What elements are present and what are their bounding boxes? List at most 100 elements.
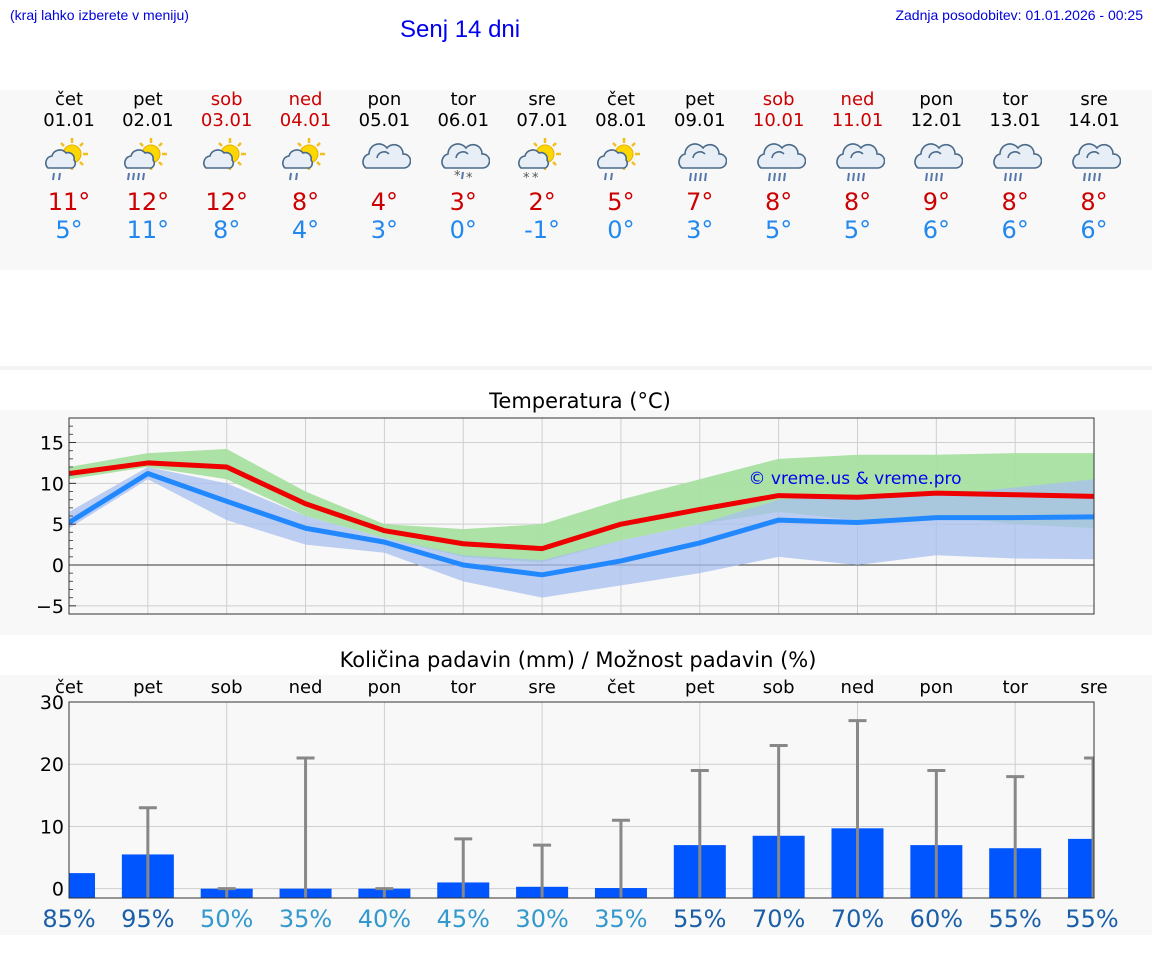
- cloud-rain-icon: [673, 136, 728, 186]
- day-date: 10.01: [752, 110, 805, 131]
- precip-chance-label: 85%: [42, 905, 95, 933]
- last-updated: Zadnja posodobitev: 01.01.2026 - 00:25: [895, 7, 1143, 23]
- day-date: 02.01: [122, 110, 174, 131]
- max-temp-range-band: [69, 449, 1094, 563]
- cloud-sleet-icon: * *: [436, 136, 491, 186]
- day-high-temp: 2°: [528, 188, 556, 216]
- day-low-temp: 3°: [686, 216, 714, 244]
- precip-chance-label: 55%: [673, 905, 726, 933]
- day-column: pet 02.01 12° 11°: [108, 89, 188, 245]
- watermark: © vreme.us & vreme.pro: [748, 469, 961, 489]
- day-low-temp: 11°: [126, 216, 170, 244]
- day-date: 13.01: [989, 110, 1041, 131]
- day-column: sob 10.01 8° 5°: [739, 90, 819, 244]
- day-weekday: tor: [1002, 89, 1028, 110]
- temp-tick-label: 5: [52, 514, 64, 536]
- precip-tick-label: 0: [52, 879, 64, 901]
- day-column: pet 09.01 7° 3°: [660, 90, 740, 244]
- day-low-temp: 8°: [213, 216, 241, 244]
- cloud-rain-icon: [752, 136, 806, 186]
- precip-chart-title: Količina padavin (mm) / Možnost padavin …: [340, 648, 817, 672]
- cloud-rain-icon: [1067, 136, 1122, 186]
- day-column: sre 14.01 8° 6°: [1054, 90, 1134, 244]
- temp-tick-label: 0: [52, 555, 64, 577]
- precip-chance-label: 30%: [515, 905, 568, 933]
- day-high-temp: 12°: [205, 188, 248, 216]
- day-weekday: pet: [685, 89, 715, 110]
- day-high-temp: 8°: [1080, 188, 1108, 216]
- precip-day-label: pet: [685, 677, 715, 698]
- day-column: čet 08.01 5° 0°: [581, 90, 661, 245]
- day-date: 12.01: [910, 110, 963, 131]
- precip-day-label: pon: [367, 677, 401, 698]
- cloud-rain-icon: [988, 136, 1043, 186]
- svg-text:*: *: [523, 171, 530, 186]
- svg-text:*: *: [532, 171, 539, 186]
- min-temp-line: [69, 471, 1094, 578]
- precip-bar: [69, 873, 95, 898]
- divider: [0, 366, 1152, 370]
- day-date: 14.01: [1068, 110, 1120, 131]
- day-high-temp: 11°: [47, 188, 91, 216]
- precip-day-label: sre: [1080, 677, 1107, 698]
- precip-day-label: čet: [607, 677, 635, 698]
- day-date: 08.01: [595, 110, 647, 131]
- day-column: sre 07.01 * * 2° -1°: [502, 89, 582, 245]
- temp-tick-label: 15: [40, 433, 64, 455]
- cloud-rain-icon: [909, 136, 964, 186]
- day-low-temp: 0°: [607, 216, 635, 244]
- precip-chance-label: 45%: [437, 905, 490, 933]
- precip-chance-label: 40%: [358, 905, 411, 933]
- day-date: 03.01: [200, 110, 253, 131]
- day-weekday: pet: [133, 89, 163, 110]
- day-column: ned 04.01 8° 4°: [266, 90, 346, 245]
- day-low-temp: 3°: [370, 216, 399, 244]
- sun-cloud-rain-icon: [594, 136, 648, 186]
- precip-day-label: sob: [211, 677, 243, 698]
- precip-day-label: tor: [451, 677, 477, 698]
- day-low-temp: 4°: [291, 216, 320, 244]
- day-high-temp: 8°: [291, 188, 320, 216]
- day-high-temp: 8°: [765, 188, 793, 216]
- sun-cloud-rain-icon: [121, 136, 175, 186]
- day-weekday: sre: [528, 89, 556, 110]
- precip-tick-label: 10: [40, 816, 64, 838]
- sun-cloud-snow-icon: * *: [515, 136, 569, 186]
- temp-y-axis: −5 0 5 10 15: [36, 425, 76, 618]
- svg-text:*: *: [466, 171, 473, 186]
- day-date: 06.01: [437, 110, 490, 131]
- precip-day-label: tor: [1002, 677, 1028, 698]
- precip-day-label: pet: [133, 677, 163, 698]
- day-column: ned 11.01 8° 5°: [818, 90, 898, 244]
- day-date: 01.01: [43, 110, 95, 131]
- precip-chance-label: 70%: [752, 905, 805, 933]
- temp-plot: [69, 449, 1094, 598]
- day-high-temp: 8°: [843, 188, 872, 216]
- day-high-temp: 9°: [922, 188, 950, 216]
- temp-chart-title: Temperatura (°C): [488, 389, 671, 413]
- precip-y-axis: 0 10 20 30: [40, 692, 64, 901]
- day-column: pon 05.01 4° 3°: [344, 90, 424, 244]
- precip-day-label: sre: [528, 677, 555, 698]
- day-column: sob 03.01 12° 8°: [187, 90, 267, 245]
- day-high-temp: 7°: [686, 188, 714, 216]
- day-low-temp: 5°: [843, 216, 872, 244]
- precip-bar: [1068, 838, 1094, 898]
- precip-day-label: čet: [55, 677, 83, 698]
- day-high-temp: 4°: [370, 188, 399, 216]
- precip-day-label: ned: [841, 677, 875, 698]
- day-low-temp: 6°: [1001, 216, 1029, 244]
- precip-tick-label: 20: [40, 754, 64, 776]
- day-weekday: tor: [450, 89, 476, 110]
- precip-chance-label: 95%: [121, 905, 174, 933]
- day-date: 09.01: [674, 110, 726, 131]
- cloud-rain-icon: [831, 136, 885, 186]
- precip-chance-label: 60%: [910, 905, 963, 933]
- day-weekday: sob: [762, 89, 795, 110]
- day-date: 05.01: [358, 110, 411, 131]
- day-column: tor 06.01 * * 3° 0°: [423, 90, 503, 244]
- day-low-temp: 5°: [765, 216, 793, 244]
- precip-chance-label: 70%: [831, 905, 884, 933]
- day-high-temp: 12°: [126, 188, 170, 216]
